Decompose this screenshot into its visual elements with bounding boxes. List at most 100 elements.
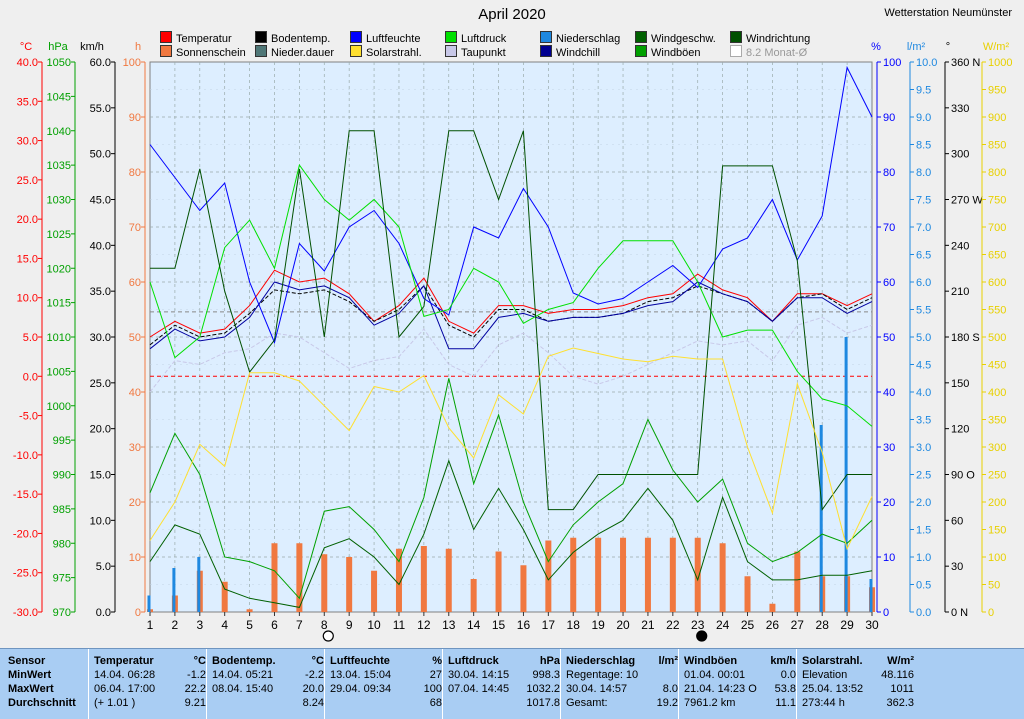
wind-tick-label: 35.0	[90, 286, 111, 298]
solar-tick-label: 450	[988, 360, 1006, 372]
direction-tick-label: 150	[951, 378, 969, 390]
legend-swatch	[540, 45, 552, 57]
humidity-tick-label: 40	[883, 387, 895, 399]
humidity-tick-label: 30	[883, 442, 895, 454]
legend-label: Luftfeuchte	[366, 33, 421, 45]
legend-windboeen[interactable]: Windböen	[635, 45, 701, 59]
sun-unit-label: h	[135, 41, 141, 53]
rain-tick-label: 5.5	[916, 305, 931, 317]
solar-tick-label: 400	[988, 387, 1006, 399]
stats-header-unit: hPa	[539, 655, 560, 667]
legend-bodentemp[interactable]: Bodentemp.	[255, 31, 330, 45]
stats-separator	[678, 649, 679, 719]
stats-cell-value: 0.0	[780, 669, 796, 681]
x-tick-label: 13	[442, 618, 456, 632]
stats-cell-label: 30.04. 14:57	[566, 683, 628, 695]
rain-tick-label: 2.0	[916, 497, 931, 509]
legend-windchill[interactable]: Windchill	[540, 45, 600, 59]
stats-cell-value: 48.116	[881, 669, 914, 681]
solar-tick-label: 950	[988, 85, 1006, 97]
x-tick-label: 16	[517, 618, 531, 632]
x-tick-label: 3	[196, 618, 203, 632]
pressure-tick-label: 980	[53, 538, 71, 550]
pressure-tick-label: 1000	[47, 401, 71, 413]
x-tick-label: 9	[346, 618, 353, 632]
stats-separator	[88, 649, 89, 719]
legend-taupunkt[interactable]: Taupunkt	[445, 45, 506, 59]
sun-tick-label: 0	[135, 607, 141, 619]
pressure-tick-label: 1050	[47, 57, 71, 69]
pressure-tick-label: 1010	[47, 332, 71, 344]
x-tick-label: 27	[791, 618, 805, 632]
rain-tick-label: 1.0	[916, 552, 931, 564]
legend-solarstrahl[interactable]: Solarstrahl.	[350, 45, 422, 59]
stats-row: 1017.8	[448, 696, 560, 710]
stats-cell-label: 14.04. 05:21	[212, 669, 274, 681]
pressure-tick-label: 1025	[47, 229, 71, 241]
temp-tick-label: -25.0	[13, 568, 38, 580]
rain-tick-label: 6.0	[916, 277, 931, 289]
x-tick-label: 15	[492, 618, 506, 632]
series-luftfeuchte	[149, 65, 873, 345]
sun-tick-label: 50	[129, 332, 141, 344]
stats-header: Niederschlag l/m²	[566, 654, 678, 668]
legend-label: 8.2 Monat-Ø	[746, 47, 808, 59]
stats-cell-value: 9.21	[184, 697, 206, 709]
x-tick-label: 28	[816, 618, 830, 632]
rain-tick-label: 3.0	[916, 442, 931, 454]
temp-tick-label: 15.0	[17, 253, 38, 265]
row-label-max: MaxWert	[8, 683, 54, 695]
bar-niederschlag	[197, 557, 201, 612]
series-luftdruck	[149, 163, 873, 427]
stats-row-labels: Sensor MinWert MaxWert Durchschnitt	[8, 654, 78, 710]
bar-sonnenschein	[794, 551, 801, 612]
legend-niederschlag[interactable]: Niederschlag	[540, 31, 620, 45]
sun-tick-label: 70	[129, 222, 141, 234]
legend-windgeschw[interactable]: Windgeschw.	[635, 31, 716, 45]
rain-tick-label: 6.5	[916, 250, 931, 262]
bar-sonnenschein	[620, 537, 627, 612]
legend-sonnenschein[interactable]: Sonnenschein	[160, 45, 246, 59]
stats-row: Elevation 48.116	[802, 668, 914, 682]
sun-tick-label: 30	[129, 442, 141, 454]
stats-row: 30.04. 14:15 998.3	[448, 668, 560, 682]
legend-niederdauer[interactable]: Nieder.dauer	[255, 45, 334, 59]
legend-luftdruck[interactable]: Luftdruck	[445, 31, 506, 45]
humidity-tick-label: 20	[883, 497, 895, 509]
solar-tick-label: 900	[988, 112, 1006, 124]
rain-tick-label: 2.5	[916, 470, 931, 482]
x-tick-label: 4	[221, 618, 228, 632]
stats-cell-value: 998.3	[532, 669, 560, 681]
legend-label: Temperatur	[176, 33, 232, 45]
stats-cell-value: 68	[429, 697, 442, 709]
stats-header-unit: W/m²	[887, 655, 914, 667]
stats-header-label: Bodentemp.	[212, 655, 276, 667]
stats-separator	[560, 649, 561, 719]
stats-cell-label: Elevation	[802, 669, 848, 681]
stats-row: Gesamt: 19.2	[566, 696, 678, 710]
legend-windrichtung[interactable]: Windrichtung	[730, 31, 810, 45]
bar-sonnenschein	[545, 540, 552, 612]
row-label-avg: Durchschnitt	[8, 697, 76, 709]
wind-tick-label: 0.0	[96, 607, 111, 619]
legend-luftfeuchte[interactable]: Luftfeuchte	[350, 31, 420, 45]
legend-checkbox[interactable]	[730, 45, 742, 57]
solar-tick-label: 750	[988, 195, 1006, 207]
bar-sonnenschein	[669, 537, 676, 612]
direction-unit-label: °	[946, 41, 950, 53]
pressure-tick-label: 1035	[47, 160, 71, 172]
rain-tick-label: 1.5	[916, 525, 931, 537]
stats-cell-label: Gesamt:	[566, 697, 608, 709]
stats-group: Windböen km/h 01.04. 00:01 0.0 21.04. 14:23 …	[684, 654, 796, 710]
legend-temperatur[interactable]: Temperatur	[160, 31, 232, 45]
stats-header-unit: km/h	[770, 655, 796, 667]
solar-tick-label: 150	[988, 525, 1006, 537]
pressure-tick-label: 1045	[47, 91, 71, 103]
temp-tick-label: -30.0	[13, 607, 38, 619]
moon-new-icon	[696, 630, 708, 642]
stats-cell-label: 08.04. 15:40	[212, 683, 274, 695]
x-tick-label: 10	[367, 618, 381, 632]
rain-tick-label: 7.0	[916, 222, 931, 234]
wind-tick-label: 45.0	[90, 195, 111, 207]
legend-monat-avg[interactable]: 8.2 Monat-Ø	[730, 45, 807, 59]
